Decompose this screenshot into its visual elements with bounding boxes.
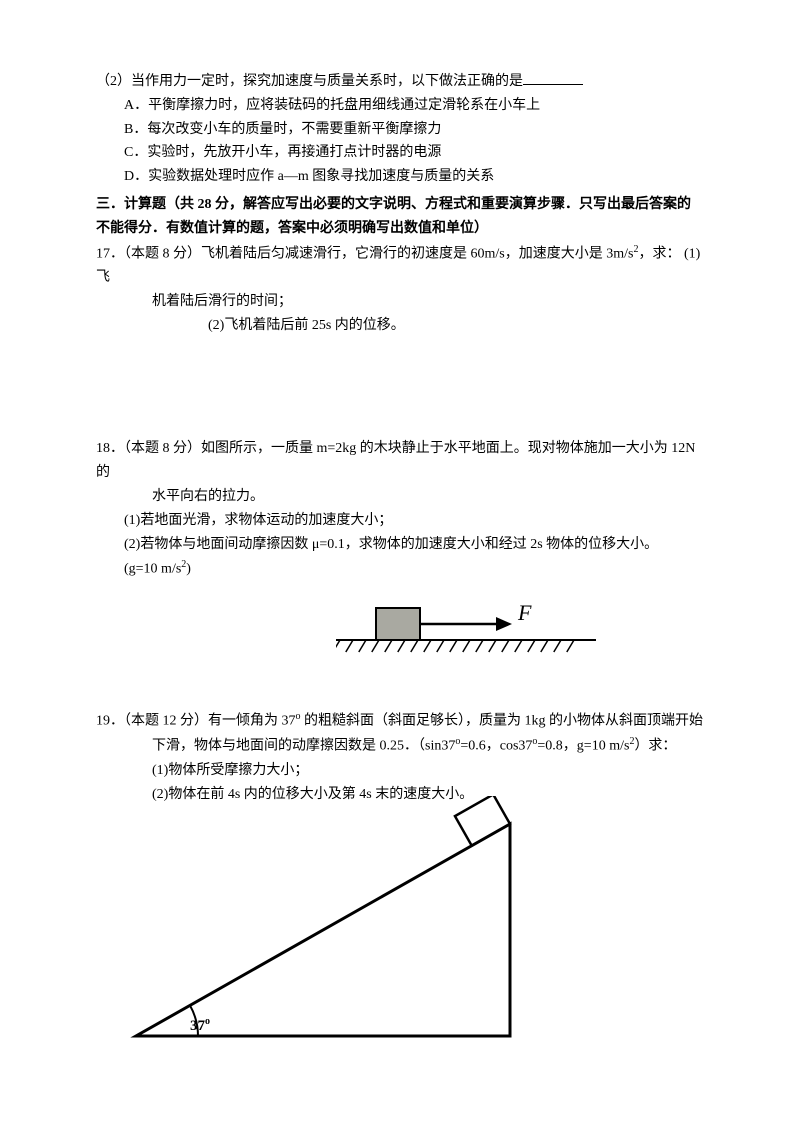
q17-line1a: 17．（本题 8 分）飞机着陆后匀减速滑行，它滑行的初速度是 60m/s，加速度… bbox=[96, 246, 633, 261]
block-shape bbox=[376, 608, 420, 640]
q2-stem-line: （2）当作用力一定时，探究加速度与质量关系时，以下做法正确的是 bbox=[96, 70, 704, 94]
q18-line5: (g=10 m/s2) bbox=[124, 556, 704, 581]
q19-figure-wrap: 37o bbox=[96, 796, 704, 1056]
q18-figure-wrap: F bbox=[96, 588, 704, 668]
incline-triangle bbox=[136, 824, 510, 1036]
q17-line3: (2)飞机着陆后前 25s 内的位移。 bbox=[208, 314, 704, 338]
q19-line2c: =0.8，g=10 m/s bbox=[537, 739, 629, 754]
q19-line2a: 下滑，物体与地面间的动摩擦因数是 0.25．（sin37 bbox=[152, 739, 455, 754]
ground-hatches bbox=[336, 640, 574, 652]
page: （2）当作用力一定时，探究加速度与质量关系时，以下做法正确的是 A．平衡摩擦力时… bbox=[0, 0, 800, 1132]
q19-line3: (1)物体所受摩擦力大小； bbox=[152, 759, 704, 783]
q18-line2: 水平向右的拉力。 bbox=[152, 485, 704, 509]
force-label: F bbox=[517, 600, 532, 625]
spacer-18-19 bbox=[96, 678, 704, 708]
section-3-heading: 三．计算题（共 28 分，解答应写出必要的文字说明、方程式和重要演算步骤．只写出… bbox=[96, 193, 704, 241]
spacer-17-18 bbox=[96, 337, 704, 437]
force-arrow bbox=[420, 617, 512, 631]
q19-line1: 19．（本题 12 分）有一倾角为 37o 的粗糙斜面（斜面足够长），质量为 1… bbox=[96, 708, 704, 733]
q18-line5b: ) bbox=[186, 562, 191, 577]
q19-line2d: ）求： bbox=[634, 739, 676, 754]
q17-line1: 17．（本题 8 分）飞机着陆后匀减速滑行，它滑行的初速度是 60m/s，加速度… bbox=[96, 241, 704, 290]
q2-option-c: C．实验时，先放开小车，再接通打点计时器的电源 bbox=[124, 141, 704, 165]
q19-line2b: =0.6，cos37 bbox=[460, 739, 532, 754]
q17-line2: 机着陆后滑行的时间； bbox=[152, 290, 704, 314]
q19-figure: 37o bbox=[96, 796, 536, 1056]
q18-line5a: (g=10 m/s bbox=[124, 562, 181, 577]
q2-option-d: D．实验数据处理时应作 a—m 图象寻找加速度与质量的关系 bbox=[124, 165, 704, 189]
q19-line1b: 的粗糙斜面（斜面足够长），质量为 1kg 的小物体从斜面顶端开始 bbox=[301, 714, 704, 729]
q19-line2: 下滑，物体与地面间的动摩擦因数是 0.25．（sin37o=0.6，cos37o… bbox=[152, 733, 704, 758]
q2-option-b: B．每次改变小车的质量时，不需要重新平衡摩擦力 bbox=[124, 118, 704, 142]
q2-option-a: A．平衡摩擦力时，应将装砝码的托盘用细线通过定滑轮系在小车上 bbox=[124, 94, 704, 118]
q2-stem: （2）当作用力一定时，探究加速度与质量关系时，以下做法正确的是 bbox=[96, 74, 523, 89]
incline-block bbox=[455, 796, 510, 846]
angle-label: 37o bbox=[190, 1016, 210, 1034]
q18-line4: (2)若物体与地面间动摩擦因数 μ=0.1，求物体的加速度大小和经过 2s 物体… bbox=[124, 533, 704, 557]
q2-blank[interactable] bbox=[523, 70, 583, 85]
q18-line3: (1)若地面光滑，求物体运动的加速度大小； bbox=[124, 509, 704, 533]
q18-figure: F bbox=[336, 588, 596, 668]
q18-line1: 18．（本题 8 分）如图所示，一质量 m=2kg 的木块静止于水平地面上。现对… bbox=[96, 437, 704, 485]
q19-line1a: 19．（本题 12 分）有一倾角为 37 bbox=[96, 714, 296, 729]
